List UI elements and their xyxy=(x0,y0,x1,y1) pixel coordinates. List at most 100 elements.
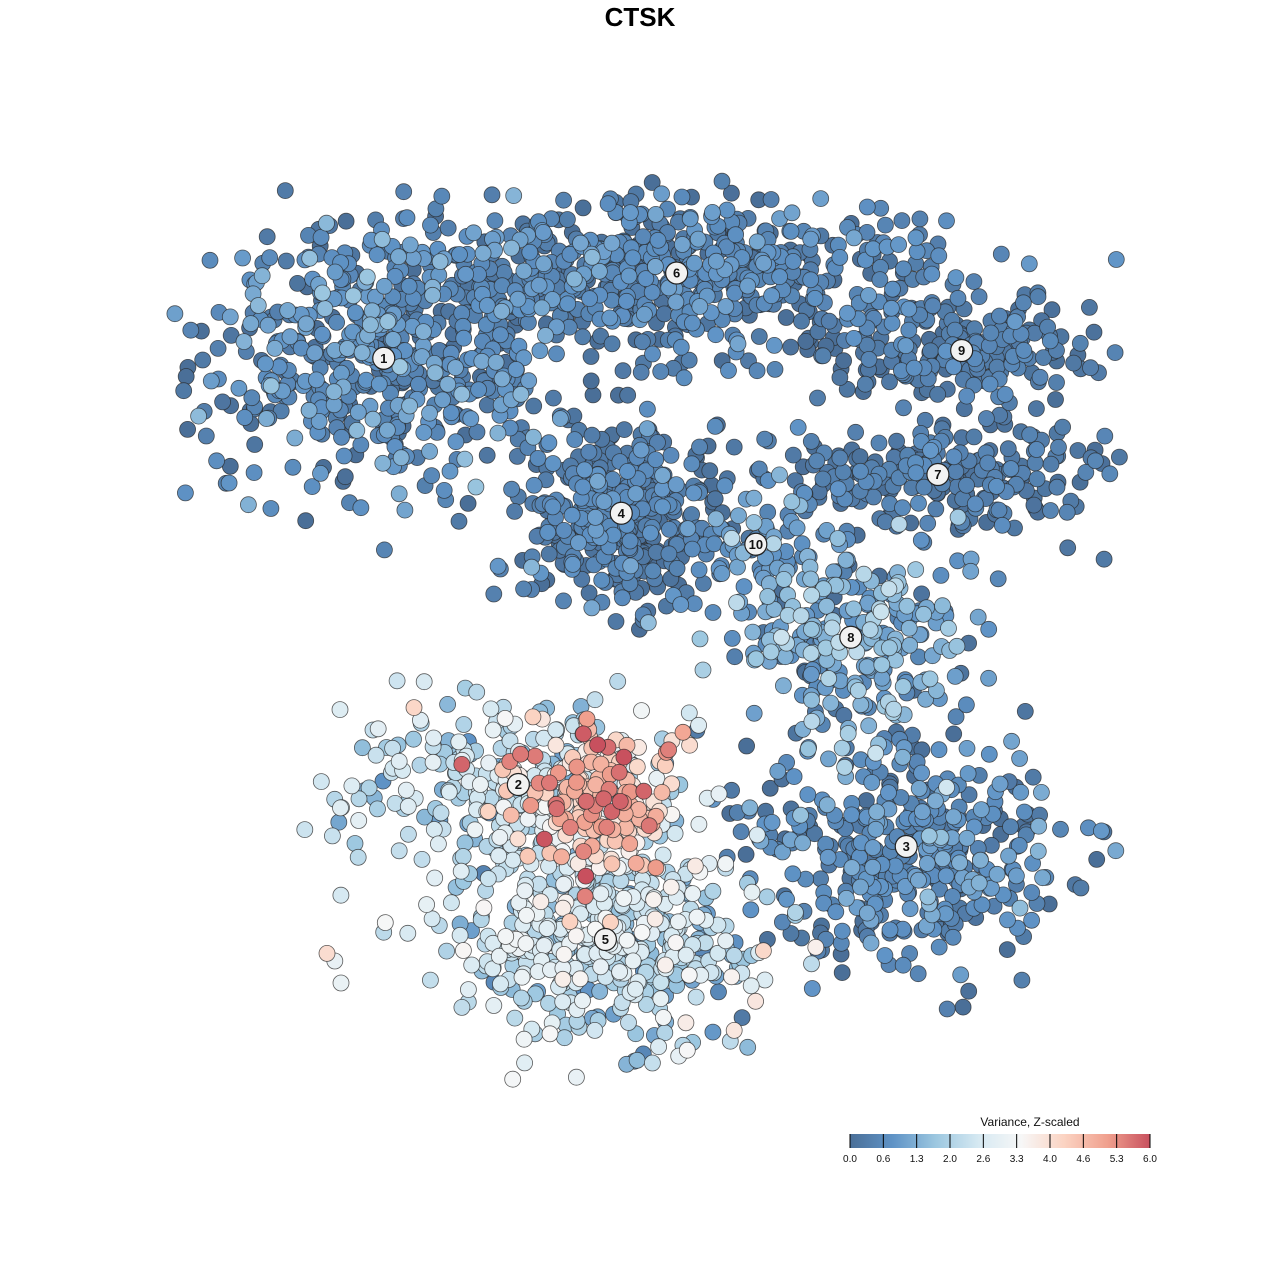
cell-point xyxy=(1087,452,1104,470)
cell-point xyxy=(424,286,442,304)
cell-point xyxy=(1081,298,1098,316)
cell-point xyxy=(505,187,523,205)
cell-point xyxy=(938,212,955,230)
cell-point xyxy=(318,945,336,962)
cell-point xyxy=(531,342,549,360)
cell-point xyxy=(690,561,708,579)
cell-point xyxy=(862,934,880,952)
cell-point xyxy=(773,628,790,646)
cell-point xyxy=(996,385,1014,403)
cell-point xyxy=(745,489,763,507)
cell-point xyxy=(276,182,294,200)
cell-point xyxy=(677,1014,695,1032)
cell-point xyxy=(999,440,1017,458)
cell-point xyxy=(802,230,820,248)
cell-point xyxy=(571,970,589,988)
cell-point xyxy=(221,308,239,326)
cell-point xyxy=(894,748,912,766)
cell-point xyxy=(466,821,484,839)
cell-point xyxy=(947,463,965,480)
cell-point xyxy=(991,775,1009,793)
cell-point xyxy=(456,450,474,468)
cell-point xyxy=(638,420,656,438)
cell-point xyxy=(564,556,582,573)
cell-point xyxy=(316,300,334,318)
cell-point xyxy=(725,1022,743,1039)
cell-point xyxy=(962,562,980,580)
cell-point xyxy=(949,508,967,526)
cell-point xyxy=(839,304,856,322)
cell-point xyxy=(592,958,610,976)
cell-point xyxy=(415,424,433,441)
cell-point xyxy=(655,1009,672,1026)
cell-point xyxy=(378,421,396,439)
cell-point xyxy=(755,254,772,272)
cell-point xyxy=(729,335,747,353)
cell-point xyxy=(755,942,772,960)
cell-point xyxy=(972,851,989,869)
cell-point xyxy=(835,352,852,370)
cell-point xyxy=(296,821,314,838)
cell-point xyxy=(450,512,468,530)
cell-point xyxy=(487,353,505,371)
cell-point xyxy=(1048,478,1066,496)
cell-point xyxy=(742,901,760,919)
cell-point xyxy=(622,557,640,575)
cell-point xyxy=(220,474,238,492)
cell-point xyxy=(897,337,915,355)
cell-point xyxy=(414,323,432,341)
cell-point xyxy=(660,545,678,563)
cell-point xyxy=(1059,539,1077,557)
cell-point xyxy=(425,729,443,747)
cell-point xyxy=(867,820,885,838)
cell-point xyxy=(1031,368,1049,386)
cell-point xyxy=(690,815,708,833)
cluster-label-4: 4 xyxy=(609,501,633,525)
cell-point xyxy=(771,268,788,286)
cell-point xyxy=(864,240,882,258)
cell-point xyxy=(346,304,364,322)
cell-point xyxy=(335,447,353,465)
cell-point xyxy=(1085,323,1103,341)
cell-point xyxy=(945,725,963,743)
cell-point xyxy=(756,430,774,448)
cell-point xyxy=(873,656,891,674)
cell-point xyxy=(782,222,800,240)
cell-point xyxy=(652,363,670,380)
cell-point xyxy=(390,248,408,266)
cell-point xyxy=(748,233,766,251)
cell-point xyxy=(684,314,701,332)
cell-point xyxy=(512,745,529,763)
cell-point xyxy=(934,850,952,868)
cell-point xyxy=(1002,818,1019,836)
cell-point xyxy=(175,382,193,400)
cell-point xyxy=(525,397,543,415)
cell-point xyxy=(548,345,565,363)
cell-point xyxy=(544,498,562,516)
cell-point xyxy=(633,702,650,719)
cell-point xyxy=(524,708,542,726)
cell-point xyxy=(910,871,927,889)
cell-point xyxy=(628,1051,646,1069)
cell-point xyxy=(289,274,306,292)
cell-point xyxy=(662,878,680,896)
cell-point xyxy=(981,375,999,393)
cell-point xyxy=(814,470,832,488)
cell-point xyxy=(784,252,802,270)
cell-point xyxy=(843,859,861,876)
cell-point xyxy=(924,297,942,315)
cell-point xyxy=(607,613,625,630)
cell-point xyxy=(425,821,443,838)
cell-point xyxy=(1107,842,1125,860)
cell-point xyxy=(589,472,606,490)
cell-point xyxy=(523,558,540,576)
cell-point xyxy=(261,249,279,267)
cell-point xyxy=(628,758,646,776)
cell-point xyxy=(852,878,869,896)
cell-point xyxy=(644,562,662,580)
cell-point xyxy=(675,369,693,387)
cell-point xyxy=(959,765,977,782)
cell-point xyxy=(246,436,264,453)
cell-point xyxy=(803,586,820,604)
